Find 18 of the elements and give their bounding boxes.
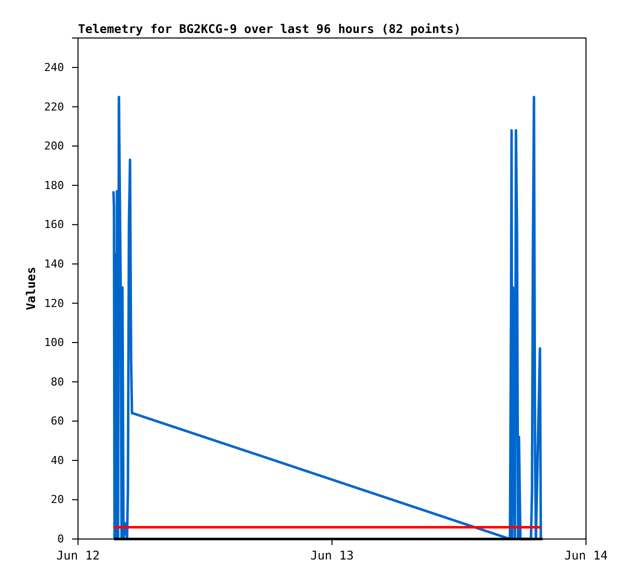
y-tick-label: 40 — [50, 454, 64, 467]
y-tick-label: 180 — [44, 178, 64, 192]
y-tick-label: 120 — [44, 296, 64, 310]
y-tick-label: 220 — [44, 100, 64, 114]
y-tick-label: 240 — [44, 60, 64, 74]
y-tick-label: 0 — [57, 532, 64, 546]
y-tick-label: 140 — [44, 257, 64, 270]
chart-title: Telemetry for BG2KCG-9 over last 96 hours (82 points) — [78, 22, 461, 36]
x-tick-label: Jun 12 — [56, 548, 100, 563]
y-tick-label: 60 — [50, 414, 64, 428]
y-tick-label: 100 — [44, 336, 64, 350]
y-tick-label: 80 — [50, 375, 64, 388]
y-tick-label: 160 — [44, 218, 64, 232]
y-axis-title: Values — [24, 266, 38, 310]
x-tick-label: Jun 13 — [310, 548, 354, 563]
y-tick-label: 200 — [44, 140, 64, 153]
y-tick-label: 20 — [50, 493, 64, 506]
x-tick-label: Jun 14 — [564, 548, 608, 563]
